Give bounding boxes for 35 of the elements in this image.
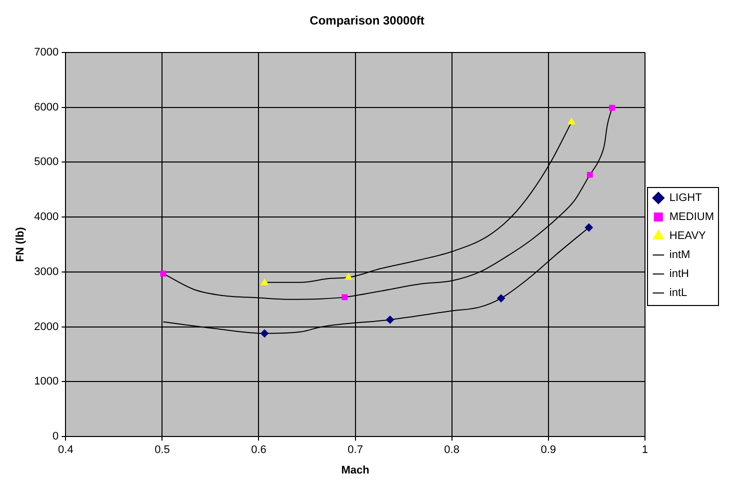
point (497, 294, 506, 302)
point (586, 172, 593, 178)
y-axis-title: FN (lb) (14, 226, 27, 262)
point (260, 329, 269, 338)
x-tick-label: 0.4 (58, 444, 74, 456)
y-tick-label: 4000 (34, 211, 59, 224)
chart-title: Comparison 30000ft (310, 14, 424, 28)
point (261, 278, 268, 286)
y-tick-label: 3000 (34, 266, 59, 278)
x-tick-label: 1 (642, 444, 648, 456)
y-tick-label: 5000 (34, 156, 59, 168)
point (584, 223, 593, 232)
point (386, 316, 394, 324)
legend-label: LIGHT (669, 192, 702, 204)
y-tick-label: 2000 (34, 320, 59, 333)
point (568, 118, 576, 124)
y-tick-label: 7000 (34, 46, 59, 58)
y-tick-label: 0 (52, 430, 59, 443)
legend-label: intH (669, 268, 690, 280)
y-tick-label: 6000 (34, 101, 59, 114)
x-axis-title: Mach (341, 464, 370, 476)
x-tick-label: 0.8 (444, 444, 460, 456)
legend-label: MEDIUM (669, 211, 714, 224)
point (160, 270, 166, 277)
y-tick-label: 1000 (34, 376, 59, 388)
legend-label: HEAVY (669, 230, 707, 242)
legend-label: intL (669, 287, 688, 300)
x-tick-label: 0.6 (251, 444, 266, 456)
x-tick-label: 0.9 (540, 444, 556, 456)
x-tick-label: 0.5 (154, 444, 170, 456)
point (609, 104, 616, 111)
legend-label: intM (669, 249, 690, 262)
x-tick-label: 0.7 (348, 444, 363, 456)
point (344, 273, 352, 280)
point (342, 294, 348, 300)
